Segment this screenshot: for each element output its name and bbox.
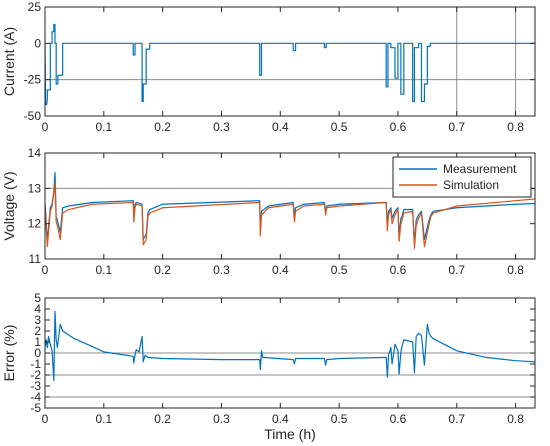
y-tick-label: 25 [28, 0, 42, 14]
y-tick-label: -2 [30, 368, 41, 382]
series-line-1 [45, 310, 535, 382]
x-tick-label: 0.6 [390, 263, 407, 277]
y-tick-label: -5 [30, 401, 41, 415]
current-chart: 0 0.1 0.2 0.3 0.4 0.5 0.6 0.7 0.8 -50 -25 0 25 Curren… [1, 0, 536, 134]
x-tick-label: 0.2 [154, 263, 171, 277]
x-tick-label: 0.4 [272, 263, 289, 277]
axes-frame [44, 6, 536, 117]
series-line-1 [45, 23, 535, 105]
error-chart: 0 0.1 0.2 0.3 0.4 0.5 0.6 0.7 0.8-5-4-3-2-101234… [1, 291, 536, 442]
y-tick-label: 2 [34, 324, 41, 338]
x-tick-label: 0 [42, 120, 49, 134]
x-tick-label: 0.3 [213, 263, 230, 277]
x-tick-label: 0 [42, 263, 49, 277]
y-tick-label: 4 [34, 302, 41, 316]
x-tick-label: 0.1 [95, 120, 112, 134]
x-tick-label: 0.8 [507, 412, 524, 426]
y-tick-label: 14 [28, 146, 42, 160]
x-tick-label: 0.7 [448, 412, 465, 426]
y-tick-label: 3 [34, 313, 41, 327]
x-tick-label: 0.2 [154, 412, 171, 426]
x-tick-label: 0.3 [213, 120, 230, 134]
y-tick-label: -4 [30, 390, 41, 404]
y-tick-label: -1 [30, 357, 41, 371]
x-tick-label: 0.7 [448, 120, 465, 134]
x-tick-label: 0.8 [507, 263, 524, 277]
x-tick-label: 0.6 [390, 412, 407, 426]
legend-label: Measurement [443, 162, 517, 176]
y-tick-label: 5 [34, 291, 41, 305]
y-tick-label: 1 [34, 335, 41, 349]
y-tick-label: 12 [28, 217, 42, 231]
y-tick-label: 0 [34, 36, 41, 50]
x-tick-label: 0 [42, 412, 49, 426]
x-tick-label: 0.1 [95, 412, 112, 426]
y-tick-label: 11 [29, 252, 42, 266]
plot-area [45, 7, 535, 116]
y-tick-label: -25 [24, 73, 42, 87]
x-tick-label: 0.1 [95, 263, 112, 277]
x-axis-label: Time (h) [264, 426, 316, 442]
voltage-chart: 0 0.1 0.2 0.3 0.4 0.5 0.6 0.7 0.8 11 12 13 14 Voltage… [1, 146, 536, 277]
legend: Measurement Simulation [392, 156, 532, 198]
y-tick-label: 0 [34, 346, 41, 360]
y-axis-label: Voltage (V) [1, 171, 17, 240]
x-tick-label: 0.4 [272, 120, 289, 134]
x-tick-label: 0.6 [390, 120, 407, 134]
y-axis-label: Current (A) [1, 27, 17, 96]
y-axis-label: Error (%) [1, 325, 17, 382]
y-tick-label: -3 [30, 379, 41, 393]
legend-label: Simulation [443, 178, 499, 192]
y-tick-label: 13 [28, 181, 42, 195]
x-tick-label: 0.5 [331, 263, 348, 277]
axes-frame [44, 152, 536, 260]
x-tick-label: 0.7 [448, 263, 465, 277]
legend-box [392, 156, 532, 198]
x-tick-label: 0.2 [154, 120, 171, 134]
series-line-simulation [45, 182, 535, 249]
y-tick-label: -50 [24, 109, 42, 123]
x-tick-label: 0.5 [331, 120, 348, 134]
x-tick-label: 0.4 [272, 412, 289, 426]
x-tick-label: 0.3 [213, 412, 230, 426]
x-tick-label: 0.5 [331, 412, 348, 426]
x-tick-label: 0.8 [507, 120, 524, 134]
